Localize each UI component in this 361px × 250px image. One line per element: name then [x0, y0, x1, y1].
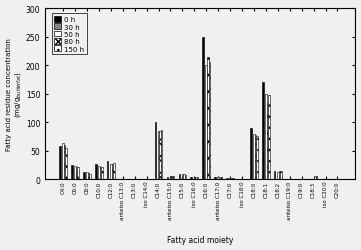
- Bar: [166, 177, 168, 180]
- Bar: [158, 131, 159, 180]
- Bar: [205, 66, 207, 180]
- Bar: [86, 173, 88, 180]
- Bar: [197, 177, 198, 180]
- X-axis label: Fatty acid moiety: Fatty acid moiety: [167, 236, 234, 244]
- Bar: [314, 177, 316, 180]
- Bar: [110, 164, 112, 180]
- Bar: [253, 134, 255, 180]
- Bar: [316, 177, 317, 180]
- Bar: [170, 176, 171, 180]
- Bar: [256, 137, 258, 180]
- Bar: [193, 177, 195, 180]
- Bar: [173, 177, 174, 180]
- Bar: [265, 94, 267, 180]
- Bar: [209, 63, 210, 180]
- Bar: [268, 96, 270, 180]
- Bar: [101, 168, 103, 179]
- Bar: [159, 131, 161, 180]
- Bar: [71, 165, 73, 180]
- Bar: [229, 178, 231, 180]
- Bar: [238, 179, 240, 180]
- Bar: [195, 177, 197, 180]
- Bar: [100, 167, 101, 179]
- Bar: [267, 104, 268, 180]
- Bar: [185, 175, 186, 180]
- Bar: [214, 177, 216, 180]
- Bar: [107, 161, 109, 180]
- Bar: [286, 179, 287, 180]
- Bar: [243, 179, 244, 180]
- Bar: [77, 168, 79, 179]
- Bar: [274, 171, 275, 179]
- Bar: [112, 165, 113, 180]
- Bar: [217, 177, 219, 180]
- Bar: [161, 130, 162, 180]
- Bar: [65, 148, 67, 180]
- Bar: [255, 135, 256, 180]
- Bar: [64, 146, 65, 180]
- Bar: [232, 178, 234, 180]
- Y-axis label: Fatty acid residue concentration
(mg/g$_{butterfat}$): Fatty acid residue concentration (mg/g$_…: [5, 38, 23, 150]
- Bar: [113, 164, 115, 180]
- Bar: [262, 83, 264, 180]
- Bar: [279, 172, 280, 179]
- Bar: [88, 173, 89, 180]
- Bar: [221, 177, 222, 180]
- Bar: [226, 178, 228, 180]
- Bar: [183, 174, 185, 180]
- Bar: [231, 178, 232, 180]
- Bar: [59, 146, 61, 180]
- Bar: [207, 57, 209, 180]
- Bar: [95, 164, 96, 180]
- Bar: [89, 174, 91, 180]
- Bar: [244, 179, 246, 180]
- Bar: [155, 123, 156, 180]
- Bar: [280, 172, 282, 179]
- Bar: [178, 174, 180, 180]
- Bar: [76, 167, 77, 179]
- Bar: [277, 172, 279, 180]
- Bar: [250, 128, 252, 180]
- Bar: [62, 144, 64, 180]
- Legend: 0 h, 30 h, 50 h, 80 h, 150 h: 0 h, 30 h, 50 h, 80 h, 150 h: [52, 14, 87, 55]
- Bar: [98, 166, 100, 179]
- Bar: [241, 179, 243, 180]
- Bar: [83, 173, 84, 180]
- Bar: [219, 177, 221, 180]
- Bar: [203, 38, 204, 180]
- Bar: [74, 166, 76, 179]
- Bar: [182, 174, 183, 180]
- Bar: [131, 179, 132, 180]
- Bar: [191, 177, 192, 180]
- Bar: [171, 176, 173, 180]
